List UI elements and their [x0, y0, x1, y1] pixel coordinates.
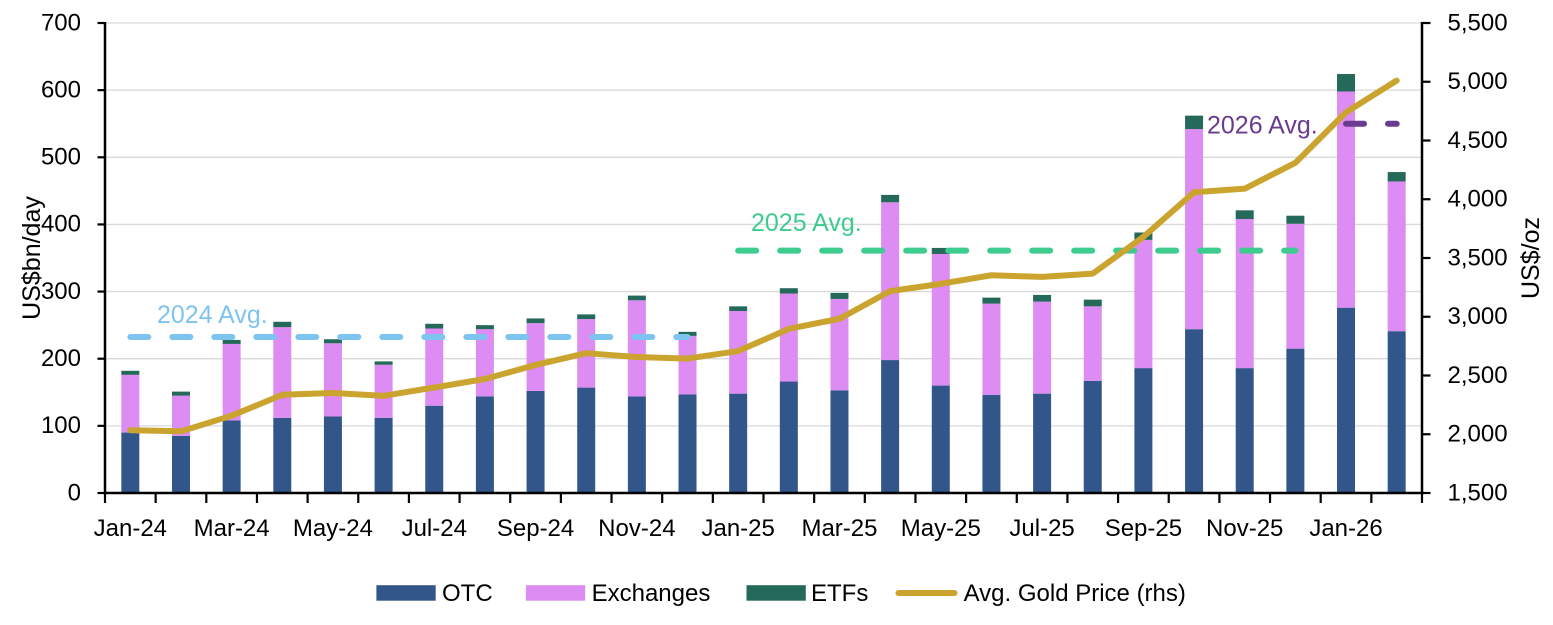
svg-text:Sep-24: Sep-24 — [497, 515, 574, 542]
svg-text:1,500: 1,500 — [1448, 479, 1508, 506]
svg-text:4,500: 4,500 — [1448, 127, 1508, 154]
svg-text:2025 Avg.: 2025 Avg. — [751, 209, 862, 237]
svg-text:Jul-25: Jul-25 — [1009, 515, 1074, 542]
svg-text:May-24: May-24 — [293, 515, 373, 542]
svg-text:US$/oz: US$/oz — [1517, 217, 1545, 299]
svg-text:600: 600 — [41, 76, 81, 103]
svg-text:5,000: 5,000 — [1448, 68, 1508, 95]
svg-text:Nov-24: Nov-24 — [598, 515, 675, 542]
svg-text:0: 0 — [68, 479, 81, 506]
svg-text:2024 Avg.: 2024 Avg. — [157, 301, 268, 329]
svg-text:Jul-24: Jul-24 — [402, 515, 467, 542]
svg-text:2,000: 2,000 — [1448, 421, 1508, 448]
svg-text:300: 300 — [41, 278, 81, 305]
svg-text:500: 500 — [41, 144, 81, 171]
svg-text:Mar-24: Mar-24 — [194, 515, 270, 542]
svg-text:Nov-25: Nov-25 — [1206, 515, 1283, 542]
svg-text:3,000: 3,000 — [1448, 303, 1508, 330]
svg-text:Avg. Gold Price (rhs): Avg. Gold Price (rhs) — [964, 580, 1186, 607]
svg-text:Exchanges: Exchanges — [592, 580, 711, 607]
svg-text:2,500: 2,500 — [1448, 362, 1508, 389]
svg-text:4,000: 4,000 — [1448, 186, 1508, 213]
svg-text:Jan-24: Jan-24 — [94, 515, 167, 542]
svg-text:US$bn/day: US$bn/day — [18, 196, 46, 320]
svg-text:Mar-25: Mar-25 — [801, 515, 877, 542]
svg-text:200: 200 — [41, 345, 81, 372]
svg-text:Jan-25: Jan-25 — [701, 515, 774, 542]
svg-text:May-25: May-25 — [901, 515, 981, 542]
svg-text:100: 100 — [41, 412, 81, 439]
svg-text:ETFs: ETFs — [811, 580, 868, 607]
svg-text:Sep-25: Sep-25 — [1105, 515, 1182, 542]
svg-text:5,500: 5,500 — [1448, 9, 1508, 36]
svg-text:Jan-26: Jan-26 — [1309, 515, 1382, 542]
svg-text:2026 Avg.: 2026 Avg. — [1207, 112, 1318, 140]
svg-text:3,500: 3,500 — [1448, 244, 1508, 271]
svg-text:400: 400 — [41, 211, 81, 238]
svg-text:OTC: OTC — [442, 580, 493, 607]
svg-text:700: 700 — [41, 9, 81, 36]
